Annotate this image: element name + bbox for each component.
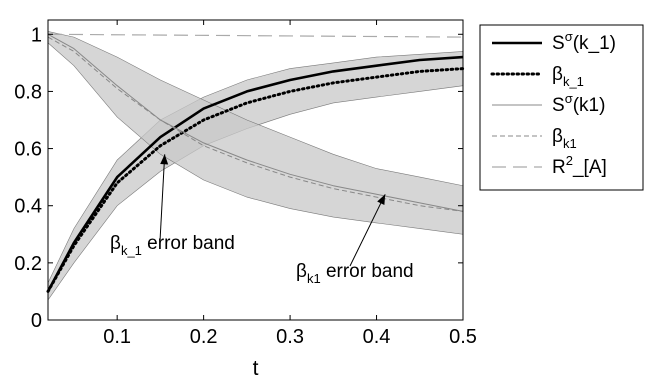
y-tick-label: 0.6 [14, 139, 42, 161]
x-tick-label: 0.2 [190, 326, 218, 348]
annotation-arrowhead-0 [160, 154, 169, 165]
x-tick-label: 0.5 [449, 326, 477, 348]
annotation-label-0: βk_1 error band [110, 233, 235, 258]
legend-label-3: βk1 [552, 126, 577, 151]
legend-label-0: Sσ(k_1) [552, 29, 616, 54]
x-tick-label: 0.4 [363, 326, 391, 348]
annotation-arrowhead-1 [377, 194, 386, 206]
series-line-2 [47, 33, 464, 212]
series-lines [46, 33, 465, 293]
y-tick-label: 0.4 [14, 196, 42, 218]
legend-label-2: Sσ(k1) [552, 91, 605, 116]
y-tick-label: 0.8 [14, 81, 42, 103]
axis-ticks: 0.1 0.2 0.3 0.4 0.5 0 0.2 0.4 0.6 0.8 1 [14, 20, 477, 348]
series-line-1 [46, 67, 465, 293]
y-tick-label: 0 [31, 310, 42, 332]
y-tick-label: 1 [31, 24, 42, 46]
annotation-label-1: βk1 error band [296, 261, 414, 286]
legend-label-1: βk_1 [552, 64, 584, 89]
x-tick-label: 0.3 [276, 326, 304, 348]
series-line-0 [46, 55, 464, 293]
annotation-arrow-0 [159, 154, 166, 242]
y-tick-label: 0.2 [14, 253, 42, 275]
series-line-3 [47, 36, 464, 212]
annotation-arrow-1 [349, 194, 386, 267]
legend-box [479, 24, 644, 191]
x-tick-label: 0.1 [103, 326, 131, 348]
series-line-4 [47, 33, 464, 38]
x-axis-title: t [253, 357, 259, 379]
annotations: βk_1 error band βk1 error band [110, 154, 414, 286]
plot-area-frame [47, 19, 464, 321]
legend-label-4: R2_[A] [552, 153, 607, 178]
error-bands [47, 31, 464, 301]
